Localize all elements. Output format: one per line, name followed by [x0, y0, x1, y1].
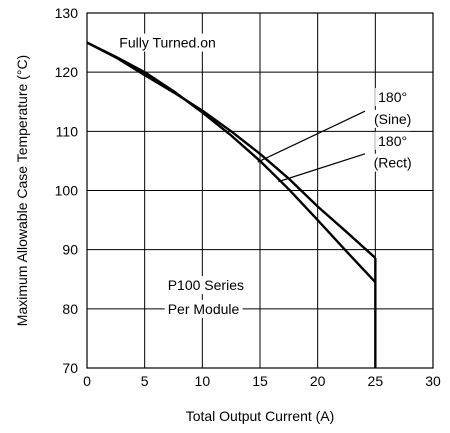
leader-lines [257, 110, 366, 183]
annotation-2: 180° [378, 89, 407, 105]
plot-frame [86, 12, 434, 369]
y-tick-label: 80 [62, 301, 78, 317]
y-axis-title: Maximum Allowable Case Temperature (°C) [14, 55, 30, 326]
annotation-background [164, 276, 248, 295]
y-tick-label: 90 [62, 242, 78, 258]
annotation-background [116, 33, 219, 52]
y-tick-label: 100 [55, 183, 79, 199]
x-tick-label: 10 [195, 373, 211, 389]
annotation-3: (Sine) [374, 111, 411, 127]
annotation-7: Per Module [168, 301, 240, 317]
annotation-background [370, 153, 415, 172]
annotation-1: Fully Turned.on [119, 35, 216, 51]
x-tick-label: 15 [252, 373, 268, 389]
series-line-1 [86, 41, 377, 284]
y-tick-label: 120 [55, 64, 79, 80]
x-tick-label: 25 [368, 373, 384, 389]
x-axis-title: Total Output Current (A) [186, 408, 335, 424]
x-tick-label: 20 [310, 373, 326, 389]
series-line-2 [86, 41, 377, 259]
leader-line-rect [278, 153, 366, 183]
annotation-background [375, 88, 411, 107]
x-tick-label: 0 [83, 373, 91, 389]
y-tick-label: 70 [62, 360, 78, 376]
x-tick-label: 5 [141, 373, 149, 389]
annotation-background [370, 109, 415, 128]
leader-line-sine [257, 110, 366, 163]
y-tick-labels: 70 80 90 100 110 120 130 [55, 5, 79, 376]
x-tick-label: 30 [425, 373, 441, 389]
series-lines [86, 41, 377, 368]
y-tick-label: 110 [56, 123, 79, 139]
annotation-background [375, 131, 411, 150]
annotation-4: 180° [378, 133, 407, 149]
annotation-5: (Rect) [374, 155, 412, 171]
grid [86, 12, 434, 369]
annotation-6: P100 Series [168, 277, 244, 293]
annotation-background [164, 299, 243, 318]
y-tick-label: 130 [55, 5, 79, 21]
annotations: Fully Turned.on 180° (Sine) 180° (Rect) P100 … [116, 33, 415, 318]
x-tick-labels: 0 5 10 15 20 25 30 [83, 373, 441, 389]
